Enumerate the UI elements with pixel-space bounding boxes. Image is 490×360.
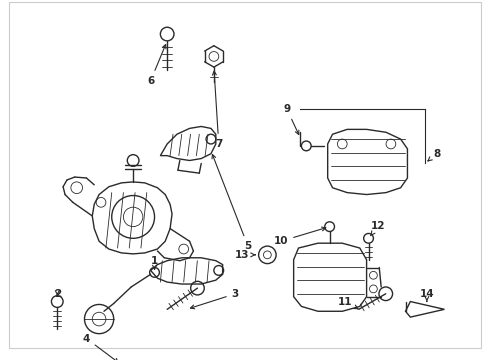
Text: 1: 1 (151, 256, 158, 269)
Text: 14: 14 (419, 289, 434, 302)
Text: 13: 13 (235, 250, 255, 260)
Text: 12: 12 (370, 221, 386, 236)
Text: 3: 3 (191, 289, 239, 309)
Text: 7: 7 (213, 71, 222, 149)
Text: 8: 8 (428, 149, 440, 161)
Text: 4: 4 (83, 333, 118, 360)
Text: 9: 9 (283, 104, 299, 135)
Text: 6: 6 (147, 45, 166, 86)
Text: 2: 2 (53, 289, 61, 299)
Text: 11: 11 (338, 297, 358, 309)
Text: 5: 5 (212, 154, 251, 251)
Text: 10: 10 (274, 227, 326, 246)
